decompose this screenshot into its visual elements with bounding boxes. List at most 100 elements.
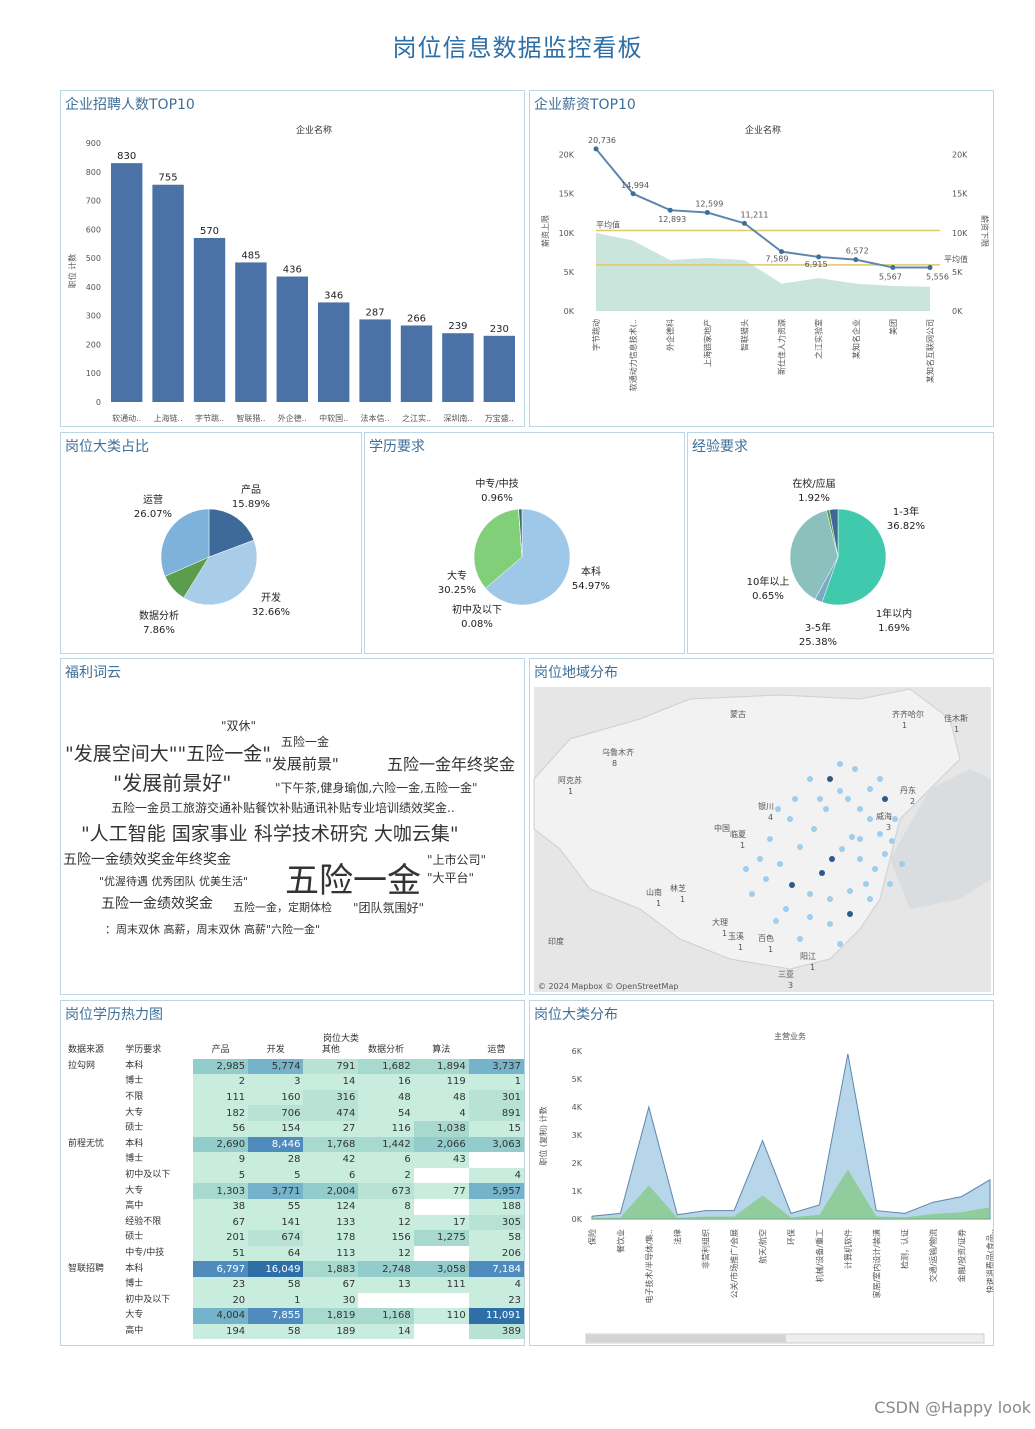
- x-header: 主营业务: [774, 1031, 806, 1041]
- region-label: 蒙古: [730, 709, 746, 719]
- heatmap-cell: 1,303: [193, 1183, 249, 1199]
- x-tick: 法本信..: [361, 413, 390, 423]
- heatmap-row: 高中 38 55 124 8 188: [65, 1198, 524, 1215]
- salary-point: [816, 254, 822, 260]
- pie-slice: [160, 508, 210, 577]
- heatmap-cell: 64: [248, 1245, 304, 1262]
- city-count: 1: [656, 899, 661, 908]
- bar: [483, 335, 515, 402]
- heatmap-cell: 301: [468, 1089, 524, 1106]
- pie-slice: [183, 539, 258, 606]
- bar: [359, 319, 391, 402]
- heatmap-row: 博士 2 3 14 16 119 1: [65, 1074, 524, 1090]
- x-tick: 某知名互联网公司: [925, 319, 935, 383]
- pie-label: 本科: [581, 565, 601, 578]
- y-tick: 2K: [572, 1159, 583, 1168]
- heatmap-education: 中专/中技: [125, 1248, 165, 1259]
- city-label: 百色: [758, 933, 774, 943]
- x-tick: 上海链家地产: [702, 319, 712, 367]
- city-count: 1: [722, 929, 727, 938]
- city-dot: [789, 882, 795, 888]
- bar: [193, 237, 226, 402]
- heatmap-cell: 119: [413, 1074, 469, 1090]
- city-count: 1: [810, 963, 815, 972]
- heatmap-cell: 23: [193, 1276, 249, 1293]
- y-tick: 500: [86, 254, 101, 263]
- y-tick: 6K: [572, 1047, 583, 1056]
- city-dot: [792, 796, 798, 802]
- city-dot: [773, 918, 779, 924]
- heatmap-cell: 14: [358, 1323, 414, 1340]
- y-tick: 100: [86, 369, 101, 378]
- pie-value-label: 30.25%: [438, 585, 476, 596]
- x-tick: 新仕佳人力资源: [777, 319, 787, 375]
- map-attribution: © 2024 Mapbox © OpenStreetMap: [538, 982, 678, 991]
- x-tick: 软通动..: [112, 413, 141, 423]
- heatmap-column-header: 开发: [266, 1045, 285, 1056]
- heatmap-cell: 4: [468, 1167, 524, 1184]
- x-tick: 外企德科: [665, 319, 675, 351]
- heatmap-source: [65, 1121, 122, 1137]
- y-axis-label-right: 薪资下限: [980, 215, 990, 247]
- word: 五险一金年终奖金: [387, 755, 516, 774]
- heatmap-cell: 12: [358, 1214, 414, 1231]
- heatmap-cell: 58: [468, 1230, 524, 1246]
- heatmap-cell: 474: [303, 1105, 359, 1121]
- heatmap-cell: 2,004: [303, 1183, 359, 1199]
- salary-point-label: 6,572: [846, 247, 869, 256]
- panel-heatmap: 岗位学历热力图 岗位大类 数据来源 学历要求 产品 开发 其他 数据分析 算法 运营 拉勾网 本科…: [60, 1000, 525, 1346]
- y-tick: 15K: [559, 190, 575, 199]
- x-tick: 软通动力信息技术(..: [628, 319, 638, 391]
- city-dot: [867, 786, 873, 792]
- city-dot: [783, 906, 789, 912]
- city-dot: [749, 891, 755, 897]
- heatmap-row: 博士 9 28 42 6 43: [65, 1152, 524, 1168]
- word: ：周末双休 高薪，周末双休 高薪"六险一金": [105, 923, 321, 936]
- heatmap-cell: 58: [248, 1276, 304, 1293]
- heatmap-education: 本科: [125, 1060, 144, 1071]
- heatmap-cell: 5: [248, 1167, 304, 1184]
- salary-point: [593, 146, 599, 152]
- pie-value-label: 1.92%: [798, 493, 830, 504]
- heatmap-cell: 8: [358, 1198, 414, 1215]
- x-tick: 电子技术/半导体/集..: [644, 1229, 654, 1303]
- heatmap-column-header: 运营: [487, 1045, 506, 1056]
- heatmap-cell: 891: [468, 1105, 524, 1121]
- heatmap-row: 中专/中技 51 64 113 12 206: [65, 1245, 524, 1262]
- y-tick-right: 5K: [952, 268, 963, 277]
- pie-slice: [829, 508, 839, 558]
- y-tick: 3K: [572, 1131, 583, 1140]
- pie-label: 3-5年: [805, 621, 831, 634]
- word: "发展空间大""五险一金": [65, 743, 271, 765]
- salary-point-label: 14,994: [621, 181, 649, 190]
- city-dot: [775, 806, 781, 812]
- pie-value-label: 36.82%: [887, 521, 925, 532]
- heatmap-cell: 16: [358, 1074, 414, 1090]
- heatmap-cell: 1: [468, 1074, 524, 1090]
- heatmap-education: 博士: [125, 1279, 144, 1290]
- x-tick: 万宝盛..: [485, 413, 514, 423]
- salary-point-label: 12,599: [695, 199, 723, 208]
- heatmap-cell: 189: [303, 1323, 359, 1340]
- word: "双休": [221, 719, 257, 733]
- x-tick: 快速消费品(食品..: [985, 1229, 994, 1293]
- dashboard-title: 岗位信息数据监控看板: [392, 34, 643, 62]
- watermark: CSDN @Happy look: [874, 1398, 1031, 1417]
- word: 五险一金员工旅游交通补贴餐饮补贴通讯补贴专业培训绩效奖金..: [111, 801, 455, 815]
- salary-point-label: 6,915: [805, 260, 828, 269]
- city-label: 玉溪: [728, 931, 744, 941]
- word: "发展前景好": [113, 771, 232, 795]
- heatmap-source: [65, 1246, 122, 1262]
- panel-title: 经验要求: [692, 439, 748, 455]
- pie-label: 数据分析: [139, 609, 179, 622]
- scrollbar-thumb[interactable]: [586, 1335, 786, 1342]
- x-tick: 智联猎头: [739, 319, 749, 351]
- heatmap-cell: 28: [248, 1152, 304, 1168]
- heatmap-cell: 3,737: [468, 1058, 524, 1075]
- heatmap-column-header: 算法: [432, 1045, 451, 1056]
- city-dot: [889, 838, 895, 844]
- heatmap-cell: 133: [303, 1214, 359, 1231]
